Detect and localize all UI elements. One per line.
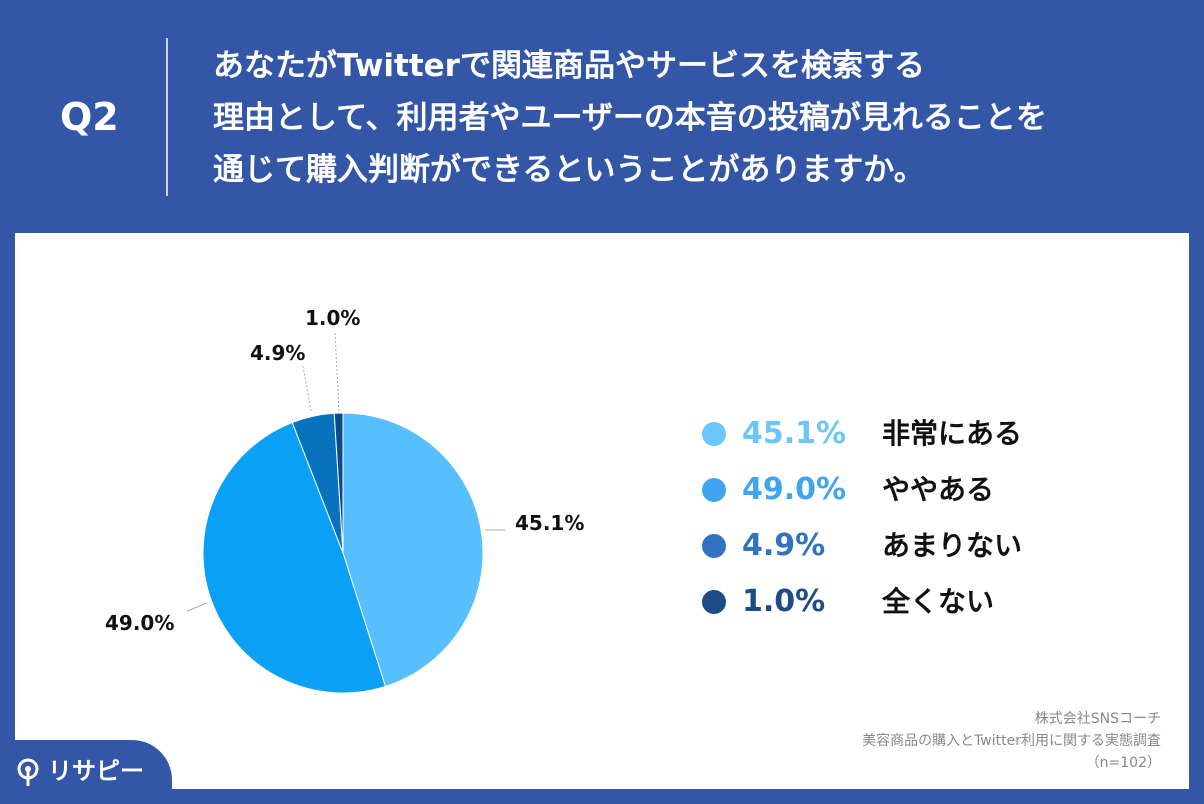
header-bar: Q2 あなたがTwitterで関連商品やサービスを検索する 理由として、利用者や… xyxy=(0,0,1204,232)
question-number: Q2 xyxy=(60,95,119,139)
legend-dot xyxy=(702,590,726,614)
pie-leader-line xyxy=(302,365,312,412)
question-text: あなたがTwitterで関連商品やサービスを検索する 理由として、利用者やユーザ… xyxy=(213,48,1047,188)
source-company: 株式会社SNSコーチ xyxy=(1034,711,1161,727)
pie-leader-line xyxy=(186,602,208,612)
source-note: 株式会社SNSコーチ 美容商品の購入とTwitter利用に関する実態調査 （n=… xyxy=(862,708,1161,774)
chart-legend: 45.1% 非常にある 49.0% ややある 4.9% あまりない 1.0% 全… xyxy=(702,413,1102,637)
brand-logo: リサピー xyxy=(0,740,172,804)
pie-leader-line xyxy=(334,332,340,412)
pie-data-label: 45.1% xyxy=(515,511,584,535)
source-survey: 美容商品の購入とTwitter利用に関する実態調査 xyxy=(862,733,1161,749)
legend-dot xyxy=(702,478,726,502)
legend-label: あまりない xyxy=(882,529,1023,562)
pie-slice xyxy=(342,412,484,688)
pie-chart: 45.1% 49.0% 4.9%1.0% xyxy=(105,306,584,694)
legend-item: 49.0% ややある xyxy=(702,469,1102,525)
legend-dot xyxy=(702,534,726,558)
pie-data-label: 1.0% xyxy=(305,306,360,330)
brand-logo-text: リサピー xyxy=(48,757,144,785)
legend-item: 45.1% 非常にある xyxy=(702,413,1102,469)
pie-slice xyxy=(202,421,387,694)
pie-data-label: 4.9% xyxy=(250,341,305,365)
legend-dot xyxy=(702,422,726,446)
legend-label: 全くない xyxy=(882,585,995,618)
pie-slice xyxy=(333,412,344,554)
legend-label: ややある xyxy=(882,473,995,506)
legend-item: 4.9% あまりない xyxy=(702,525,1102,581)
chart-panel: 45.1% 49.0% 4.9% 1.0% 45.1% 非常にある 49.0% ややあ… xyxy=(15,233,1189,789)
legend-value: 45.1% xyxy=(742,416,847,451)
source-sample-size: （n=102） xyxy=(1085,755,1161,771)
header-divider xyxy=(166,38,168,196)
legend-value: 49.0% xyxy=(742,472,847,507)
legend-label: 非常にある xyxy=(882,417,1023,450)
pin-icon xyxy=(17,758,39,786)
pie-data-label: 49.0% xyxy=(105,611,174,635)
legend-value: 1.0% xyxy=(742,584,826,619)
legend-value: 4.9% xyxy=(742,528,826,563)
legend-item: 1.0% 全くない xyxy=(702,581,1102,637)
